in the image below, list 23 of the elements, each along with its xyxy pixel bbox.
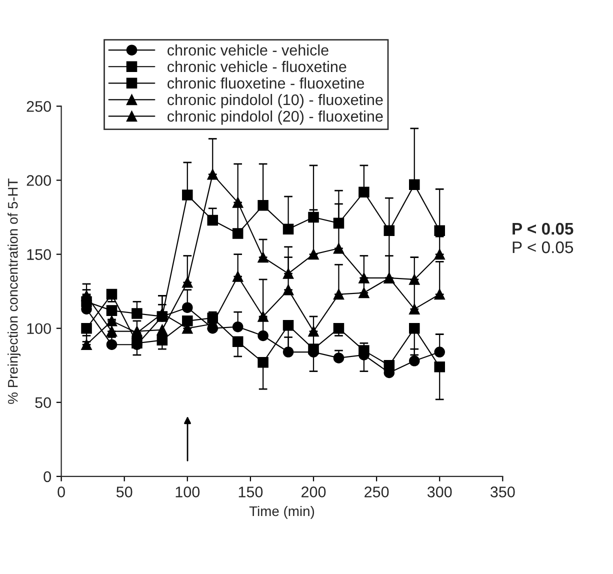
- text: P < 0.05: [512, 241, 574, 254]
- x-tick-label: 350: [490, 486, 515, 498]
- x-axis-title: Time (min): [249, 506, 314, 519]
- y-tick-label: 50: [35, 397, 51, 408]
- legend-label: chronic pindolol (20) - fluoxetine: [168, 110, 383, 125]
- x-tick-label: 250: [364, 486, 389, 498]
- y-tick-label: 100: [27, 323, 51, 334]
- y-axis-title: % Preinjection concentration of 5-HT: [8, 178, 21, 404]
- x-tick-label: 150: [238, 486, 263, 498]
- x-tick-label: 50: [116, 486, 132, 498]
- y-tick-label: 200: [26, 175, 51, 186]
- x-tick-label: 0: [58, 486, 65, 498]
- legend-label: chronic fluoxetine - fluoxetine: [168, 77, 364, 89]
- legend-label: chronic vehicle - fluoxetine: [168, 60, 346, 72]
- legend-label: chronic vehicle - vehicle: [168, 44, 328, 56]
- x-tick-label: 200: [302, 486, 326, 498]
- x-tick-label: 100: [176, 486, 200, 498]
- y-tick-label: 150: [27, 249, 51, 260]
- y-tick-label: 0: [44, 471, 51, 482]
- y-tick-label: 250: [26, 101, 51, 112]
- legend-label: chronic pindolol (10) - fluoxetine: [168, 94, 383, 108]
- text: P < 0.05: [512, 222, 574, 235]
- x-tick-label: 300: [427, 486, 452, 498]
